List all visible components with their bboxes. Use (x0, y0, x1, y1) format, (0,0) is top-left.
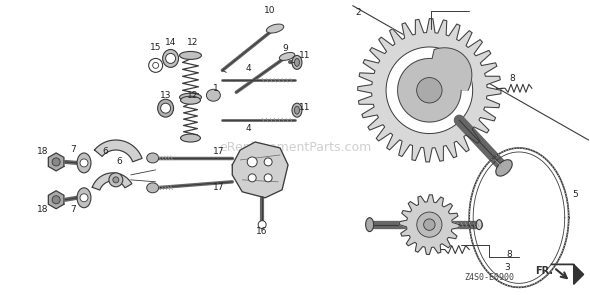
Ellipse shape (279, 53, 295, 60)
Circle shape (80, 159, 88, 167)
Circle shape (160, 103, 171, 113)
Text: 13: 13 (160, 91, 171, 100)
Text: Z4S0-E0900: Z4S0-E0900 (464, 273, 514, 282)
Text: FR.: FR. (535, 266, 553, 276)
Polygon shape (48, 153, 64, 171)
Text: eReplacementParts.com: eReplacementParts.com (219, 140, 371, 153)
Ellipse shape (476, 220, 482, 230)
Text: 17: 17 (212, 183, 224, 192)
Circle shape (417, 212, 442, 237)
Polygon shape (48, 191, 64, 209)
Text: 12: 12 (187, 38, 198, 47)
Circle shape (247, 157, 257, 167)
Text: 2: 2 (355, 8, 360, 17)
Text: 11: 11 (299, 103, 311, 112)
Polygon shape (358, 19, 501, 162)
Text: 7: 7 (70, 205, 76, 214)
Text: 3: 3 (504, 263, 510, 272)
Circle shape (417, 78, 442, 103)
Ellipse shape (77, 188, 91, 208)
Text: 11: 11 (299, 51, 311, 60)
Text: 18: 18 (37, 148, 49, 156)
Ellipse shape (294, 58, 300, 66)
Text: 8: 8 (509, 74, 515, 83)
Text: 17: 17 (212, 148, 224, 156)
Circle shape (52, 158, 60, 166)
Text: 4: 4 (245, 124, 251, 132)
Circle shape (248, 174, 256, 182)
Ellipse shape (206, 89, 220, 101)
Ellipse shape (179, 51, 201, 59)
Ellipse shape (181, 134, 201, 142)
Text: 1: 1 (212, 84, 218, 93)
Polygon shape (398, 48, 472, 122)
Circle shape (113, 177, 119, 183)
Text: 12: 12 (187, 91, 198, 100)
Circle shape (258, 221, 266, 229)
Circle shape (80, 194, 88, 202)
Ellipse shape (77, 153, 91, 173)
Circle shape (424, 219, 435, 230)
Circle shape (386, 47, 473, 134)
Ellipse shape (266, 24, 284, 33)
Polygon shape (94, 140, 142, 162)
Text: 6: 6 (116, 158, 122, 166)
Polygon shape (92, 173, 132, 190)
Circle shape (149, 58, 163, 72)
Circle shape (264, 174, 272, 182)
Ellipse shape (181, 96, 201, 104)
Text: 15: 15 (150, 43, 162, 52)
Circle shape (52, 196, 60, 204)
Polygon shape (399, 195, 459, 255)
Ellipse shape (292, 55, 302, 69)
Ellipse shape (147, 183, 159, 193)
Ellipse shape (147, 153, 159, 163)
Circle shape (264, 158, 272, 166)
Ellipse shape (294, 106, 300, 114)
Ellipse shape (292, 103, 302, 117)
Ellipse shape (158, 99, 173, 117)
Text: 7: 7 (70, 145, 76, 155)
Circle shape (166, 53, 176, 63)
Text: 16: 16 (257, 227, 268, 236)
Text: 8: 8 (506, 250, 512, 259)
Ellipse shape (179, 93, 201, 101)
Text: 4: 4 (245, 64, 251, 73)
Ellipse shape (163, 50, 179, 67)
Circle shape (153, 63, 159, 68)
Text: 6: 6 (102, 148, 108, 156)
Text: 18: 18 (37, 205, 49, 214)
Ellipse shape (366, 218, 373, 232)
Text: 10: 10 (264, 6, 276, 15)
Polygon shape (232, 142, 288, 198)
Text: 9: 9 (282, 44, 288, 53)
Polygon shape (551, 264, 584, 284)
Text: 5: 5 (572, 190, 578, 199)
Ellipse shape (496, 160, 512, 176)
Circle shape (109, 173, 123, 187)
Text: 14: 14 (165, 38, 176, 47)
